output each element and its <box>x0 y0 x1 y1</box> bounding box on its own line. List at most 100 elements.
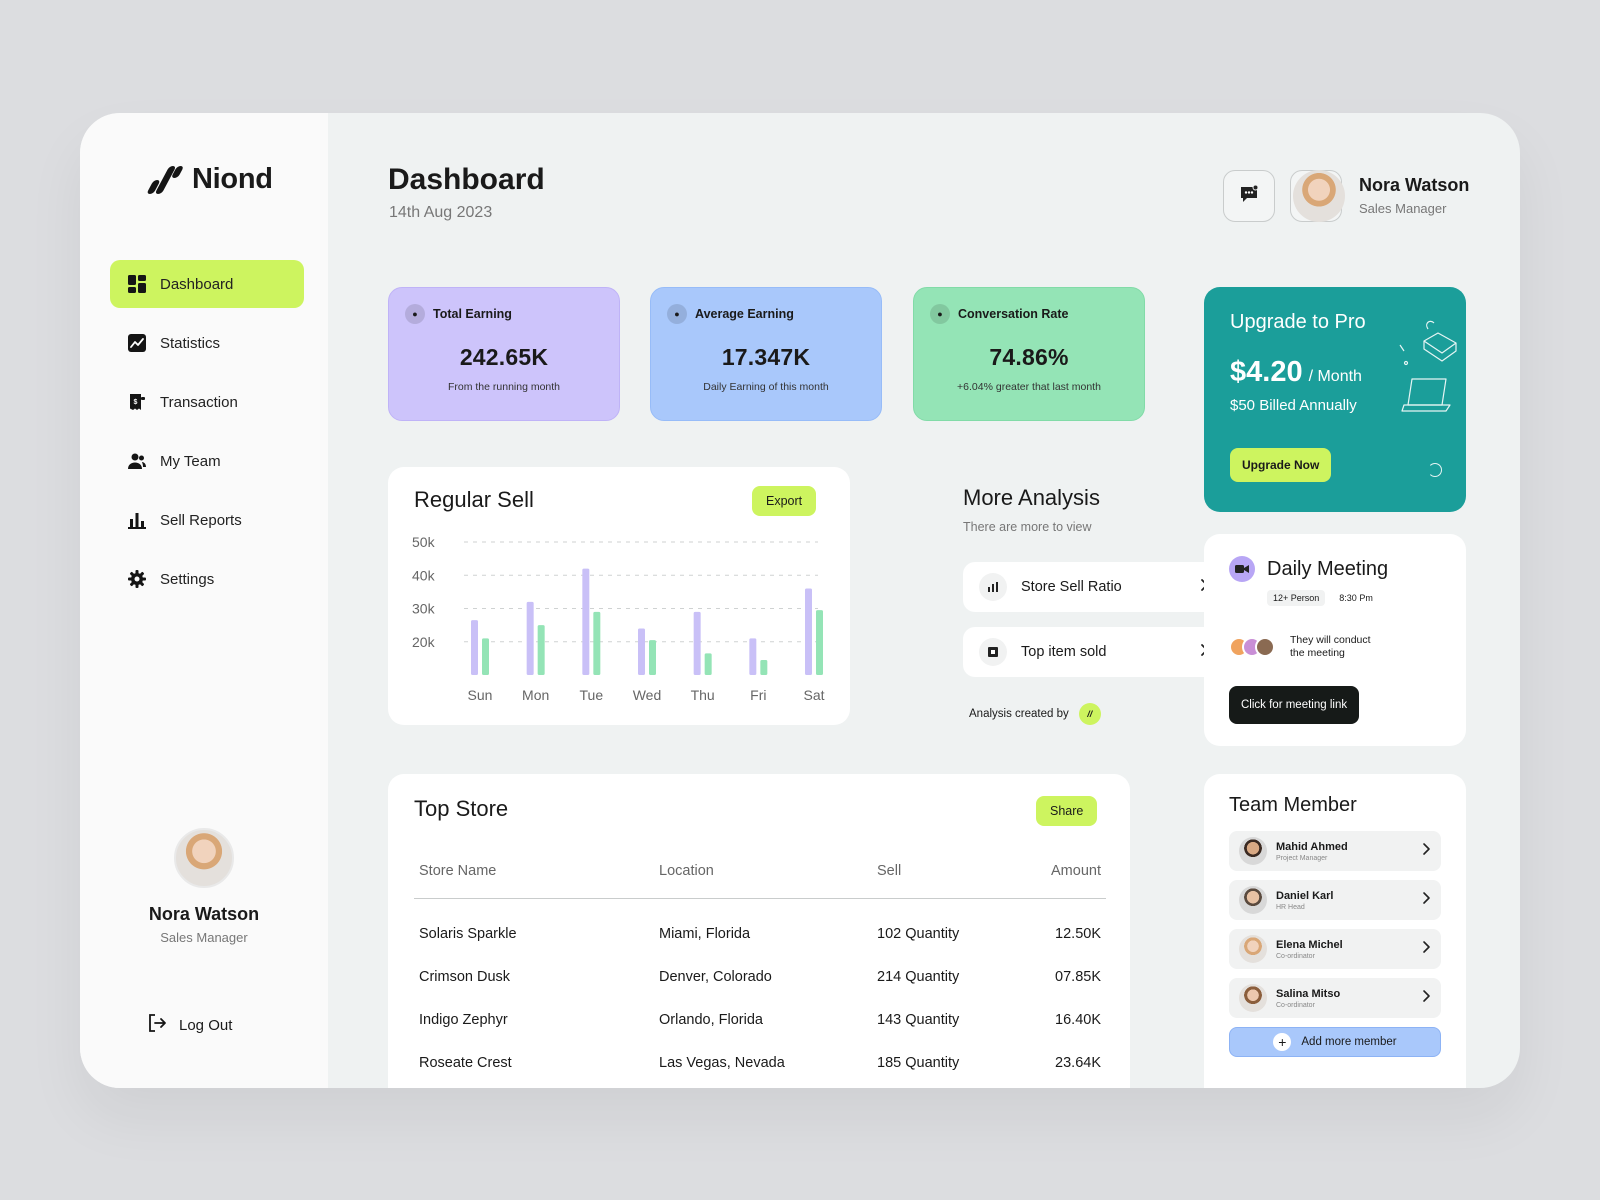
sell-cell: 214 Quantity <box>877 968 960 985</box>
x-tick-label: Fri <box>750 687 766 703</box>
avatar <box>1239 886 1267 914</box>
niond-logo-icon: // <box>1078 703 1101 725</box>
member-role: Co-ordinator <box>1276 1001 1315 1009</box>
analysis-credit-label: Analysis created by <box>969 708 1069 720</box>
meeting-persons-badge: 12+ Person <box>1267 590 1326 606</box>
chevron-right-icon <box>1421 989 1431 1008</box>
team-member-item[interactable]: Salina Mitso Co-ordinator <box>1229 978 1441 1018</box>
team-member-item[interactable]: Daniel Karl HR Head <box>1229 880 1441 920</box>
stat-sub: +6.04% greater that last month <box>957 381 1101 393</box>
sidebar-item-my-team[interactable]: My Team <box>110 437 304 485</box>
top-store-card: Top Store Share Store Name Location Sell… <box>388 774 1130 1088</box>
plus-icon: + <box>1273 1033 1292 1051</box>
upgrade-price: $4.20 <box>1230 356 1303 388</box>
upgrade-period: / Month <box>1308 368 1362 385</box>
share-button[interactable]: Share <box>1036 796 1098 826</box>
add-member-button[interactable]: + Add more member <box>1229 1027 1441 1057</box>
location-cell: Orlando, Florida <box>659 1011 763 1028</box>
amount-cell: 23.64K <box>1055 1054 1101 1071</box>
daily-meeting-title: Daily Meeting <box>1267 557 1389 580</box>
column-header[interactable]: Store Name <box>414 844 654 899</box>
member-name: Elena Michel <box>1276 938 1343 951</box>
sidebar-item-label: Transaction <box>160 393 238 411</box>
sidebar-item-dashboard[interactable]: Dashboard <box>110 260 304 308</box>
top-store-title: Top Store <box>414 796 509 821</box>
logout-icon <box>147 1013 167 1037</box>
x-tick-label: Tue <box>580 687 604 703</box>
bar[interactable] <box>693 611 701 675</box>
bar[interactable] <box>537 625 545 675</box>
team-icon <box>128 452 146 470</box>
more-analysis-subtitle: There are more to view <box>963 520 1092 534</box>
location-cell: Denver, Colorado <box>659 968 772 985</box>
team-member-card: Team Member Mahid Ahmed Project Manager … <box>1204 774 1466 1088</box>
bar[interactable] <box>749 638 757 675</box>
bar[interactable] <box>526 601 534 675</box>
more-analysis-title: More Analysis <box>963 485 1100 510</box>
sidebar-item-sell-reports[interactable]: Sell Reports <box>110 496 304 544</box>
bar[interactable] <box>482 638 489 675</box>
svg-text:$: $ <box>134 399 138 406</box>
avatar <box>1239 837 1267 865</box>
avatar[interactable] <box>1293 170 1345 222</box>
table-row[interactable]: Solaris Sparkle Miami, Florida 102 Quant… <box>414 898 1106 955</box>
upgrade-now-button[interactable]: Upgrade Now <box>1230 448 1332 482</box>
member-role: HR Head <box>1276 903 1305 911</box>
spinner-icon <box>1428 463 1442 477</box>
bar[interactable] <box>471 620 478 675</box>
table-row[interactable]: Roseate Crest Las Vegas, Nevada 185 Quan… <box>414 1041 1106 1084</box>
bar[interactable] <box>582 568 590 675</box>
sidebar-nav: Dashboard Statistics $ Transaction My Te… <box>110 260 304 614</box>
brand-logo[interactable]: Niond <box>142 163 273 196</box>
messages-button[interactable] <box>1223 170 1275 222</box>
bar[interactable] <box>593 611 601 675</box>
regular-sell-title: Regular Sell <box>414 487 534 512</box>
chevron-right-icon <box>1421 842 1431 861</box>
bar[interactable] <box>638 628 645 675</box>
stat-card-conversion-rate[interactable]: ● Conversation Rate 74.86% +6.04% greate… <box>913 287 1145 421</box>
sidebar-item-transaction[interactable]: $ Transaction <box>110 378 304 426</box>
team-member-item[interactable]: Elena Michel Co-ordinator <box>1229 929 1441 969</box>
bar[interactable] <box>649 640 656 675</box>
stat-card-average-earning[interactable]: ● Average Earning 17.347K Daily Earning … <box>650 287 882 421</box>
column-header[interactable]: Location <box>654 844 872 899</box>
upgrade-title: Upgrade to Pro <box>1230 311 1366 333</box>
location-cell: Miami, Florida <box>659 925 751 942</box>
avatar[interactable] <box>174 828 234 888</box>
table-row[interactable]: Indigo Zephyr Orlando, Florida 143 Quant… <box>414 998 1106 1041</box>
bar[interactable] <box>805 588 812 675</box>
x-tick-label: Mon <box>522 687 549 703</box>
top-item-sold-item[interactable]: Top item sold <box>963 627 1225 677</box>
amount-cell: 07.85K <box>1055 968 1101 985</box>
add-member-label: Add more member <box>1301 1036 1397 1048</box>
column-header[interactable]: Sell <box>872 844 1022 899</box>
box-icon <box>979 638 1007 666</box>
bar[interactable] <box>704 653 712 675</box>
column-header[interactable]: Amount <box>1022 844 1106 899</box>
export-button[interactable]: Export <box>752 486 817 516</box>
stat-sub: Daily Earning of this month <box>703 381 829 393</box>
stat-value: 242.65K <box>459 344 549 370</box>
gear-icon <box>128 570 146 588</box>
video-camera-icon <box>1229 556 1255 582</box>
sidebar-item-settings[interactable]: Settings <box>110 555 304 603</box>
coins-icon: ● <box>667 304 687 324</box>
table-row[interactable]: Crimson Dusk Denver, Colorado 214 Quanti… <box>414 955 1106 998</box>
avatar <box>1239 935 1267 963</box>
meeting-link-button[interactable]: Click for meeting link <box>1229 686 1360 724</box>
profile-name: Nora Watson <box>148 904 260 924</box>
page-date: 14th Aug 2023 <box>389 204 493 221</box>
sidebar-item-statistics[interactable]: Statistics <box>110 319 304 367</box>
team-member-item[interactable]: Mahid Ahmed Project Manager <box>1229 831 1441 871</box>
stat-card-total-earning[interactable]: ● Total Earning 242.65K From the running… <box>388 287 620 421</box>
bar[interactable] <box>816 610 823 675</box>
y-tick-label: 30k <box>412 601 436 617</box>
regular-sell-chart: 50k 40k 30k 20k Sun Mon Tue Wed Thu Fri Sat <box>412 534 825 703</box>
meeting-desc-line1: They will conduct <box>1290 634 1371 646</box>
logout-button[interactable]: Log Out <box>147 1013 232 1037</box>
sidebar-item-label: Settings <box>160 570 215 588</box>
regular-sell-card: Regular Sell Export 50k 40k 30k 20k Sun Mon Tu… <box>388 467 850 725</box>
x-tick-label: Sat <box>803 687 824 703</box>
store-sell-ratio-item[interactable]: Store Sell Ratio <box>963 562 1225 612</box>
bar[interactable] <box>760 660 768 675</box>
